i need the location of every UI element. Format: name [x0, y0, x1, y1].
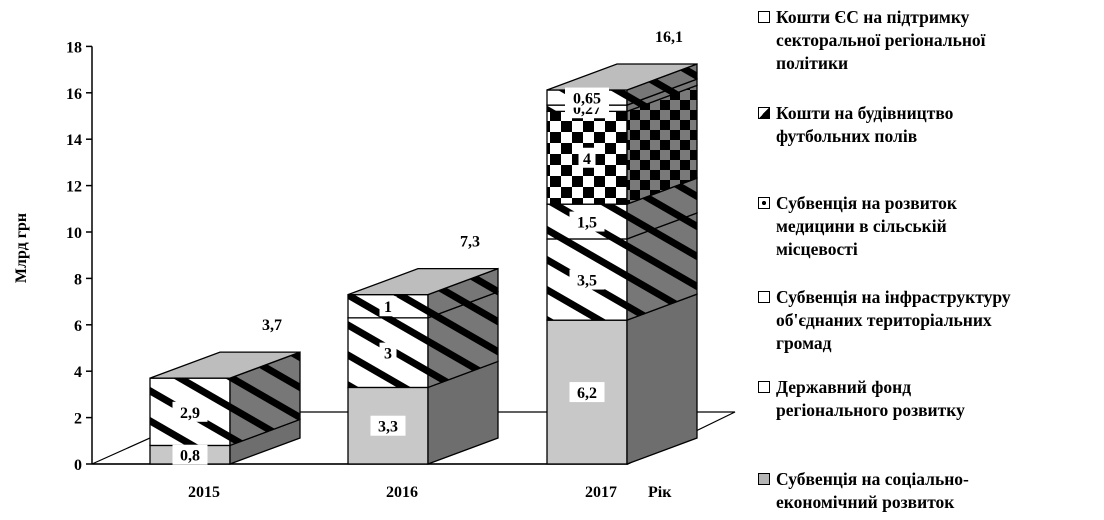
value-label-bg [569, 382, 605, 403]
bar-stack-2017 [546, 63, 698, 465]
total-label: 7,3 [460, 234, 480, 251]
x-axis-title: Рік [648, 484, 672, 501]
bar-top-face [347, 267, 499, 296]
legend-item: Субвенція на інфраструктуру об'єднаних т… [758, 286, 1011, 355]
legend-label: Субвенція на інфраструктуру об'єднаних т… [776, 287, 1011, 353]
value-label: 0,65 [573, 91, 601, 108]
legend-item: Субвенція на розвиток медицини в сільськ… [758, 192, 957, 261]
x-tick-label: 2017 [585, 484, 617, 501]
y-tick-label: 4 [74, 364, 82, 381]
legend-swatch [758, 197, 770, 209]
legend-swatch [758, 107, 770, 119]
value-label: 6,2 [577, 385, 597, 402]
y-tick-label: 10 [66, 225, 82, 242]
y-tick-label: 8 [74, 271, 82, 288]
legend-swatch [758, 381, 770, 393]
legend-swatch [758, 473, 770, 485]
x-tick-label: 2015 [188, 484, 220, 501]
total-label: 3,7 [262, 317, 282, 334]
legend-label: Субвенція на соціально- економічний розв… [776, 469, 969, 512]
legend-label: Державний фонд регіонального розвитку [776, 377, 965, 420]
legend-label: Субвенція на розвиток медицини в сільськ… [776, 193, 958, 259]
value-label: 3,5 [577, 273, 597, 290]
value-label-bg [379, 342, 397, 363]
legend-item: Державний фонд регіонального розвитку [758, 376, 965, 422]
y-tick-label: 0 [74, 457, 82, 474]
legend-label: Кошти ЄС на підтримку секторальної регіо… [776, 7, 986, 73]
value-label: 4 [583, 151, 591, 168]
value-label-bg [569, 211, 605, 232]
value-label-bg [379, 296, 397, 317]
y-axis-title: Млрд грн [13, 213, 30, 283]
legend-swatch [758, 11, 770, 23]
y-tick-label: 6 [74, 318, 82, 335]
legend-swatch [758, 291, 770, 303]
value-label: 2,9 [180, 405, 200, 422]
value-label-bg [172, 444, 208, 465]
legend-item: Кошти ЄС на підтримку секторальної регіо… [758, 6, 986, 75]
value-label: 1 [384, 299, 392, 316]
total-label: 16,1 [655, 29, 683, 46]
legend-label: Кошти на будівництво футбольних полів [776, 103, 954, 146]
bars [149, 63, 698, 465]
y-tick-label: 14 [66, 132, 82, 149]
legend-item: Кошти на будівництво футбольних полів [758, 102, 953, 148]
value-label: 3 [384, 346, 392, 363]
y-tick-label: 12 [66, 179, 82, 196]
value-label: 0,8 [180, 448, 200, 465]
y-tick-label: 18 [66, 39, 82, 56]
value-label-bg [565, 87, 609, 108]
y-tick-label: 2 [74, 411, 82, 428]
value-label: 1,5 [577, 215, 597, 232]
value-label-bg [569, 269, 605, 290]
bar-segment-side [626, 293, 698, 465]
x-tick-label: 2016 [386, 484, 418, 501]
value-label-bg [370, 415, 406, 436]
value-label-bg [578, 147, 596, 168]
y-tick-label: 16 [66, 86, 82, 103]
legend-item: Субвенція на соціально- економічний розв… [758, 468, 969, 514]
value-label: 3,3 [378, 419, 398, 436]
bar-top-face [149, 351, 301, 379]
value-label-bg [172, 401, 208, 422]
